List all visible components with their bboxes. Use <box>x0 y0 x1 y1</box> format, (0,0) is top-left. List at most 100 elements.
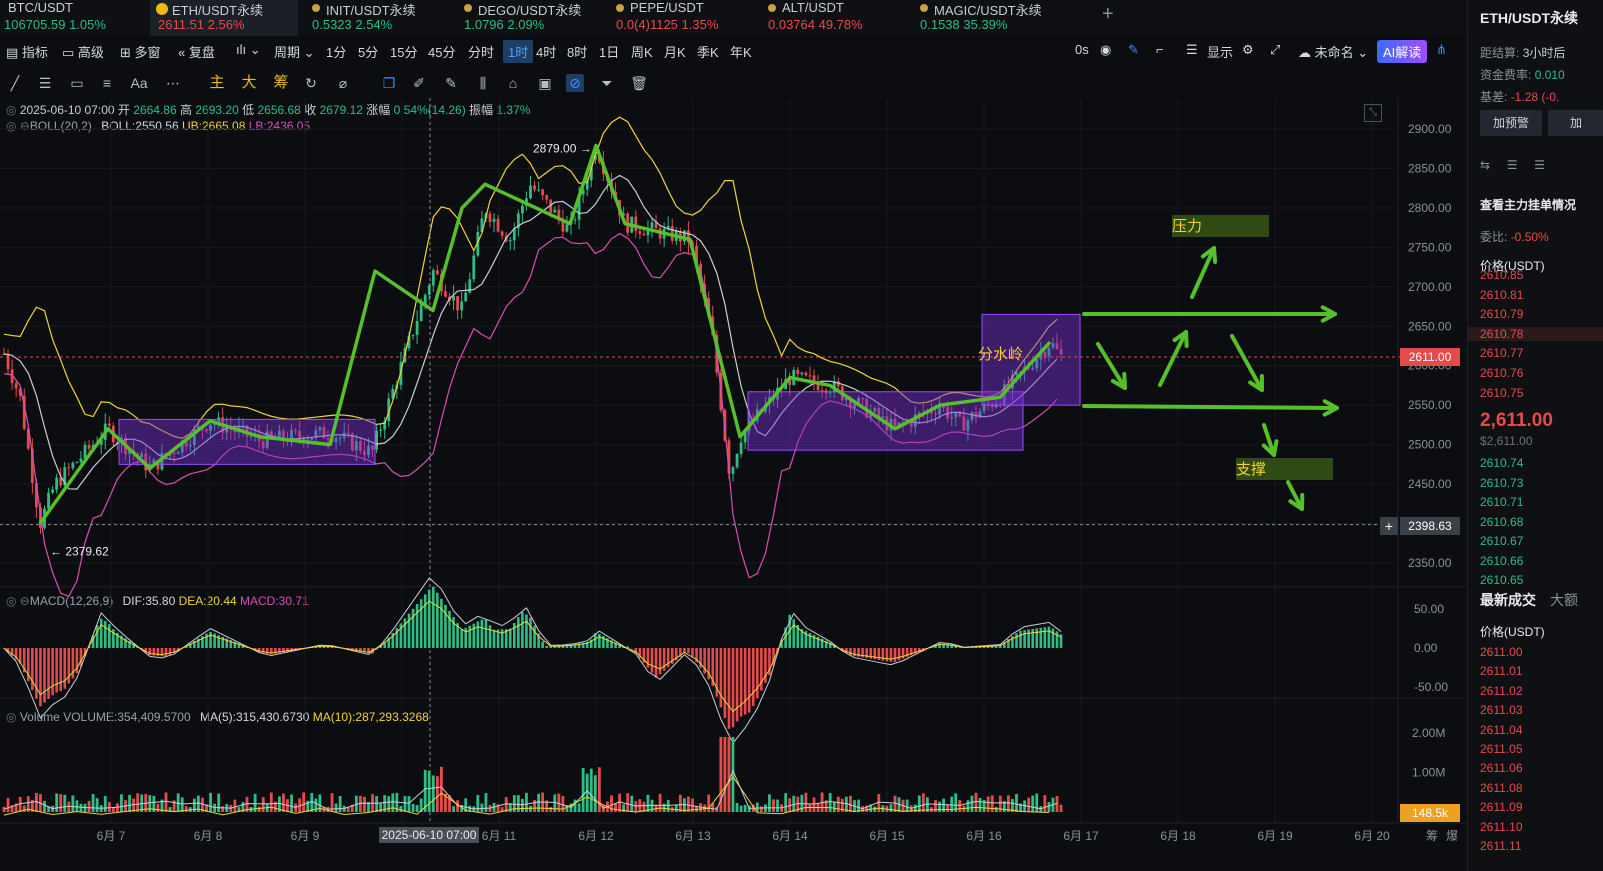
seconds-toggle[interactable]: 0s <box>1075 42 1089 57</box>
bid-row[interactable]: 2610.71 <box>1480 495 1524 509</box>
ticker-tab[interactable]: ALT/USDT 0.03764 49.78% <box>760 0 910 36</box>
lock-icon[interactable]: ⌂ <box>508 75 518 91</box>
settings-icon[interactable]: ⚙ <box>1242 42 1254 57</box>
volume-bar <box>812 797 816 812</box>
macd-bar <box>687 648 690 654</box>
interval-4[interactable]: 分时 <box>468 45 495 60</box>
large-order-button[interactable]: 大 <box>241 74 257 91</box>
bid-row[interactable]: 2610.66 <box>1480 553 1524 568</box>
ask-row[interactable]: 2610.75 <box>1480 385 1524 400</box>
replay-button[interactable]: « 复盘 <box>178 45 215 60</box>
hline-tool-icon[interactable]: ☰ <box>38 75 52 91</box>
interval-10[interactable]: 月K <box>664 45 686 60</box>
interval-11[interactable]: 季K <box>697 45 719 60</box>
bid-row[interactable]: 2610.74 <box>1480 456 1524 470</box>
add-alert-button[interactable]: 加预警 <box>1480 110 1542 136</box>
trade-row[interactable]: 2611.10 <box>1480 819 1523 834</box>
interval-3[interactable]: 45分 <box>428 45 456 60</box>
ask-row[interactable]: 2610.85 <box>1480 268 1524 282</box>
interval-8[interactable]: 1日 <box>599 45 620 60</box>
brush-icon[interactable]: ✎ <box>445 75 457 91</box>
trade-row[interactable]: 2611.08 <box>1480 780 1523 795</box>
interval-2[interactable]: 15分 <box>390 45 418 60</box>
chip-button[interactable]: 筹 <box>273 74 289 91</box>
camera-icon[interactable]: ◉ <box>1100 42 1112 57</box>
bid-row[interactable]: 2610.65 <box>1480 573 1524 587</box>
cloud-layout-dropdown[interactable]: ☁ 未命名 ⌄ <box>1298 45 1369 60</box>
layout-icon[interactable]: ⌐ <box>1156 42 1164 57</box>
period-dropdown[interactable]: 周期 ⌄ <box>274 45 315 60</box>
multi-window-button[interactable]: ⊞ 多窗 <box>120 45 161 60</box>
interval-9[interactable]: 周K <box>631 45 653 60</box>
trade-row[interactable]: 2611.06 <box>1480 761 1523 776</box>
trade-row[interactable]: 2611.11 <box>1480 839 1522 853</box>
trade-row[interactable]: 2611.09 <box>1480 800 1523 815</box>
trade-row[interactable]: 2611.00 <box>1480 645 1523 659</box>
hide-icon[interactable]: ▣ <box>538 75 552 91</box>
bid-row[interactable]: 2610.68 <box>1480 514 1524 529</box>
macd-bar <box>743 648 747 715</box>
crosshair-add-icon[interactable]: + <box>1380 517 1398 535</box>
macd-bar <box>711 648 715 686</box>
interval-6[interactable]: 4时 <box>536 45 557 60</box>
chart-type-icon[interactable]: ılı ⌄ <box>236 42 261 57</box>
ticker-tab[interactable]: INIT/USDT永续 0.5323 2.54% <box>304 0 454 36</box>
add-tab-icon[interactable]: + <box>1102 3 1114 25</box>
trade-row[interactable]: 2611.01 <box>1480 664 1523 679</box>
interval-5[interactable]: 1时 <box>503 40 534 63</box>
bid-row[interactable]: 2610.73 <box>1480 475 1524 490</box>
trades-tab[interactable]: 最新成交 <box>1480 592 1536 608</box>
copy-icon[interactable]: ❐ <box>382 75 396 91</box>
trade-row[interactable]: 2611.04 <box>1480 722 1523 737</box>
more-icon[interactable]: ⋯ <box>166 75 180 91</box>
trade-row[interactable]: 2611.03 <box>1480 703 1523 718</box>
clear-draw-icon[interactable]: ⌀ <box>338 75 348 91</box>
interval-7[interactable]: 8时 <box>567 45 588 60</box>
trade-row[interactable]: 2611.05 <box>1480 742 1523 756</box>
depth-title[interactable]: 查看主力挂单情况 <box>1480 198 1577 212</box>
ruler-icon[interactable]: ✐ <box>413 75 425 91</box>
trash-icon[interactable]: 🗑 <box>630 75 648 91</box>
kline-chart[interactable]: 2900.00 2850.00 2800.00 2750.00 2700.00 2650.… <box>0 98 1467 871</box>
share-icon[interactable]: ⋔ <box>1436 42 1447 57</box>
interval-12[interactable]: 年K <box>730 45 752 60</box>
ticker-tab[interactable]: MAGIC/USDT永续 0.1538 35.39% <box>912 0 1062 36</box>
ticker-tab[interactable]: DEGO/USDT永续 1.0796 2.09% <box>456 0 606 36</box>
macd-bar <box>610 640 613 648</box>
ticker-tab[interactable]: ETH/USDT永续 2611.51 2.56% <box>150 0 298 36</box>
pen-icon[interactable]: ✎ <box>1128 42 1139 57</box>
trade-row[interactable]: 2611.02 <box>1480 683 1523 698</box>
ai-interpret-button[interactable]: AI解读 <box>1377 40 1428 63</box>
add-button[interactable]: 加 <box>1548 110 1603 136</box>
bid-row[interactable]: 2610.67 <box>1480 534 1524 548</box>
fib-tool-icon[interactable]: ≡ <box>102 75 112 91</box>
book-view-icons[interactable]: ⇆ ☰ ☰ <box>1480 158 1545 172</box>
rect-tool-icon[interactable]: ▭ <box>70 75 84 91</box>
ask-row[interactable]: 2610.77 <box>1480 346 1524 361</box>
ask-row[interactable]: 2610.79 <box>1480 307 1524 322</box>
filter-icon[interactable]: ⏷ <box>601 75 613 91</box>
indicator-button[interactable]: ▤ 指标 <box>6 45 48 60</box>
interval-1[interactable]: 5分 <box>358 45 379 60</box>
maximize-icon[interactable]: ⤡ <box>1364 104 1382 122</box>
display-button[interactable]: 显示 <box>1207 45 1234 60</box>
ticker-tab[interactable]: BTC/USDT 106705.59 1.05% <box>0 0 150 36</box>
ask-row[interactable]: 2610.81 <box>1480 287 1524 302</box>
sync-icon[interactable]: ↻ <box>305 75 317 91</box>
list-icon[interactable]: ☰ <box>1186 42 1198 57</box>
text-tool-icon[interactable]: Aa <box>130 75 148 91</box>
fullscreen-icon[interactable]: ⤢ <box>1270 42 1281 57</box>
magnet-icon[interactable]: ⊘ <box>566 74 584 92</box>
volume-bar <box>399 805 403 812</box>
large-trades-tab[interactable]: 大额 <box>1550 592 1578 608</box>
advanced-button[interactable]: ▭ 高级 <box>62 45 104 60</box>
ticker-name: INIT/USDT永续 <box>326 3 416 18</box>
macd-bar <box>270 648 273 655</box>
line-tool-icon[interactable]: ╱ <box>10 75 20 91</box>
bars-icon[interactable]: ⫼ <box>479 75 487 91</box>
main-indicator-button[interactable]: 主 <box>209 74 225 91</box>
ticker-tab[interactable]: PEPE/USDT 0.0(4)1125 1.35% <box>608 0 758 36</box>
interval-0[interactable]: 1分 <box>326 45 347 60</box>
ask-row[interactable]: 2610.78 <box>1468 326 1603 341</box>
ask-row[interactable]: 2610.76 <box>1480 366 1524 380</box>
